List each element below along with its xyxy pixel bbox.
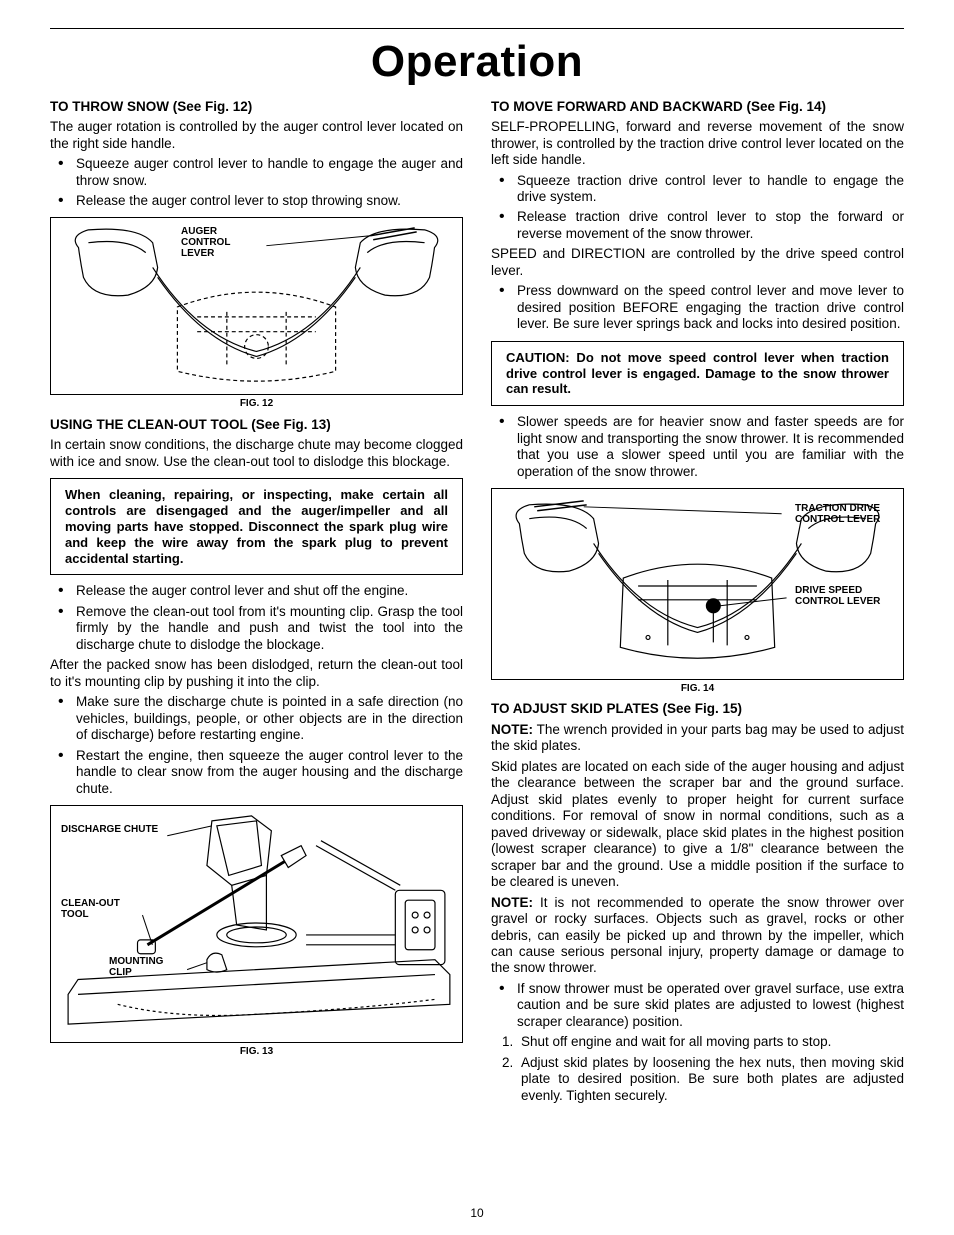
- cleanout-bullets-1: Release the auger control lever and shut…: [50, 583, 463, 653]
- move-caution-box: CAUTION: Do not move speed control lever…: [491, 341, 904, 407]
- move-bullets-1: Squeeze traction drive control lever to …: [491, 173, 904, 243]
- heading-move: TO MOVE FORWARD AND BACKWARD (See Fig. 1…: [491, 99, 904, 115]
- note-label: NOTE:: [491, 895, 533, 910]
- move-bullets-2: Press downward on the speed control leve…: [491, 283, 904, 332]
- throw-snow-intro: The auger rotation is controlled by the …: [50, 119, 463, 152]
- list-item: Restart the engine, then squeeze the aug…: [76, 748, 463, 797]
- note-text: It is not recommended to operate the sno…: [491, 895, 904, 976]
- list-item: Release the auger control lever to stop …: [76, 193, 463, 209]
- page-title: Operation: [50, 35, 904, 89]
- note-text: The wrench provided in your parts bag ma…: [491, 722, 904, 753]
- list-item: If snow thrower must be operated over gr…: [517, 981, 904, 1030]
- left-column: TO THROW SNOW (See Fig. 12) The auger ro…: [50, 93, 463, 1109]
- fig13-caption: FIG. 13: [50, 1046, 463, 1058]
- page-number: 10: [0, 1206, 954, 1221]
- fig13-label-clip: MOUNTING CLIP: [109, 956, 179, 978]
- list-item: Release the auger control lever and shut…: [76, 583, 463, 599]
- fig14-caption: FIG. 14: [491, 683, 904, 695]
- fig13-svg: [51, 806, 462, 1042]
- figure-12: AUGER CONTROL LEVER: [50, 217, 463, 395]
- move-bullets-3: Slower speeds are for heavier snow and f…: [491, 414, 904, 480]
- right-column: TO MOVE FORWARD AND BACKWARD (See Fig. 1…: [491, 93, 904, 1109]
- figure-13: DISCHARGE CHUTE CLEAN-OUT TOOL MOUNTING …: [50, 805, 463, 1043]
- cleanout-intro: In certain snow conditions, the discharg…: [50, 437, 463, 470]
- heading-skid: TO ADJUST SKID PLATES (See Fig. 15): [491, 701, 904, 717]
- cleanout-bullets-2: Make sure the discharge chute is pointed…: [50, 694, 463, 797]
- fig12-label-auger: AUGER CONTROL LEVER: [181, 226, 251, 259]
- list-item: Release traction drive control lever to …: [517, 209, 904, 242]
- cleanout-after: After the packed snow has been dislodged…: [50, 657, 463, 690]
- note-label: NOTE:: [491, 722, 533, 737]
- two-column-layout: TO THROW SNOW (See Fig. 12) The auger ro…: [50, 93, 904, 1109]
- fig14-label-traction: TRACTION DRIVE CONTROL LEVER: [795, 503, 895, 525]
- skid-note1: NOTE: The wrench provided in your parts …: [491, 722, 904, 755]
- figure-14: TRACTION DRIVE CONTROL LEVER DRIVE SPEED…: [491, 488, 904, 680]
- list-item: Squeeze traction drive control lever to …: [517, 173, 904, 206]
- page-rule-top: [50, 28, 904, 29]
- cleanout-warning-box: When cleaning, repairing, or inspecting,…: [50, 478, 463, 575]
- fig13-label-tool: CLEAN-OUT TOOL: [61, 898, 131, 920]
- move-caution-text: CAUTION: Do not move speed control lever…: [506, 350, 889, 397]
- list-item: Make sure the discharge chute is pointed…: [76, 694, 463, 743]
- skid-bullets: If snow thrower must be operated over gr…: [491, 981, 904, 1030]
- fig12-svg: [51, 218, 462, 394]
- list-item: Squeeze auger control lever to handle to…: [76, 156, 463, 189]
- heading-cleanout: USING THE CLEAN-OUT TOOL (See Fig. 13): [50, 417, 463, 433]
- fig14-label-speed: DRIVE SPEED CONTROL LEVER: [795, 585, 895, 607]
- skid-para: Skid plates are located on each side of …: [491, 759, 904, 891]
- list-item: Remove the clean-out tool from it's moun…: [76, 604, 463, 653]
- list-item: Press downward on the speed control leve…: [517, 283, 904, 332]
- list-item: Adjust skid plates by loosening the hex …: [517, 1055, 904, 1104]
- throw-snow-bullets: Squeeze auger control lever to handle to…: [50, 156, 463, 209]
- fig12-caption: FIG. 12: [50, 398, 463, 410]
- heading-throw-snow: TO THROW SNOW (See Fig. 12): [50, 99, 463, 115]
- fig13-label-chute: DISCHARGE CHUTE: [61, 824, 158, 835]
- cleanout-warning-text: When cleaning, repairing, or inspecting,…: [65, 487, 448, 565]
- move-intro: SELF-PROPELLING, forward and reverse mov…: [491, 119, 904, 168]
- move-speed-para: SPEED and DIRECTION are controlled by th…: [491, 246, 904, 279]
- skid-note2: NOTE: It is not recommended to operate t…: [491, 895, 904, 977]
- skid-steps: Shut off engine and wait for all moving …: [491, 1034, 904, 1104]
- list-item: Slower speeds are for heavier snow and f…: [517, 414, 904, 480]
- list-item: Shut off engine and wait for all moving …: [517, 1034, 904, 1050]
